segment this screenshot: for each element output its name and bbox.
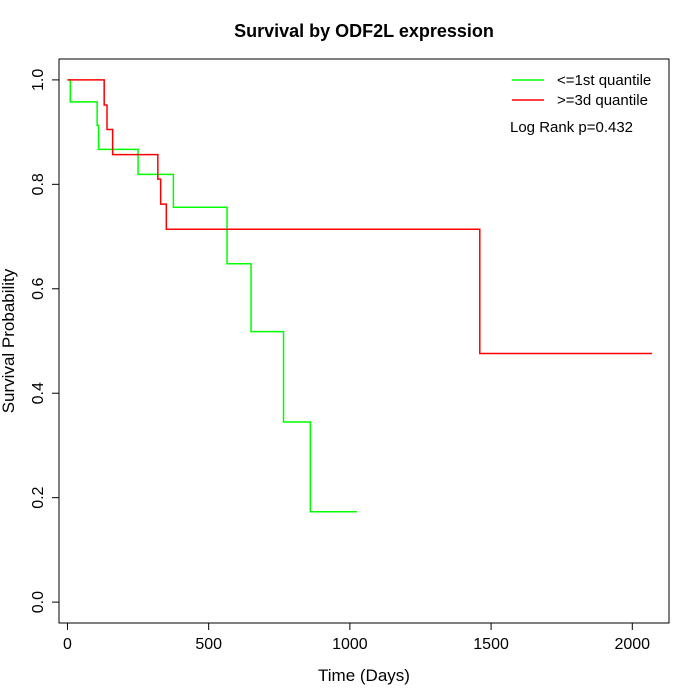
x-tick-label: 500 [195,636,222,653]
y-tick-label: 0.2 [30,486,47,508]
y-tick-label: 0.6 [30,278,47,300]
y-tick-label: 0.0 [30,591,47,613]
x-tick-label: 0 [63,636,72,653]
x-axis: 0 500 1000 1500 2000 [63,622,650,653]
series-layer [67,79,653,513]
x-tick-label: 2000 [614,636,650,653]
log-rank-annotation: Log Rank p=0.432 [510,119,633,136]
series-line-1 [67,79,357,513]
y-tick-label: 0.4 [30,382,47,404]
legend: <=1st quantile >=3d quantile [512,72,651,109]
plot-frame [58,58,670,624]
y-axis: 0.0 0.2 0.4 0.6 0.8 1.0 [30,69,60,613]
legend-label-1: <=1st quantile [557,72,651,89]
chart-title: Survival by ODF2L expression [234,21,494,41]
x-tick-label: 1500 [473,636,509,653]
legend-label-2: >=3d quantile [557,92,648,109]
series-line-2 [67,79,653,355]
x-axis-label: Time (Days) [318,666,410,685]
y-tick-label: 0.8 [30,173,47,195]
x-tick-label: 1000 [332,636,368,653]
y-axis-label: Survival Probability [0,268,18,413]
y-tick-label: 1.0 [30,69,47,91]
